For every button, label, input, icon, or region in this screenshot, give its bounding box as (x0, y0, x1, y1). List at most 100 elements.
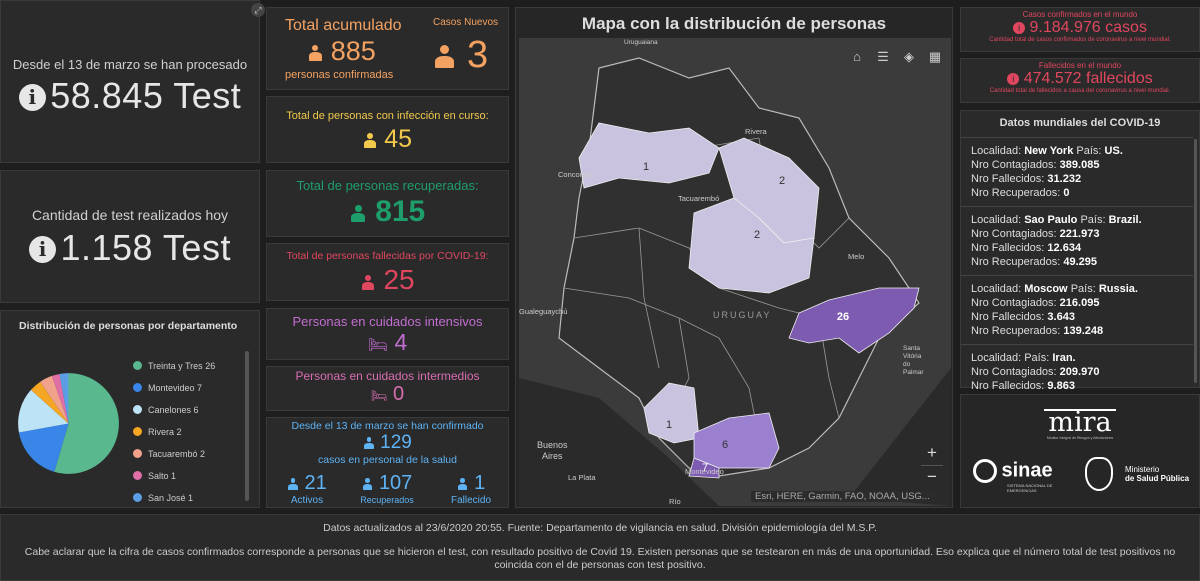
place-label: Gualeguaychú (519, 307, 567, 316)
health-staff-sub: casos en personal de la salud (318, 454, 457, 466)
footer-note: Cabe aclarar que la cifra de casos confi… (24, 546, 1176, 571)
pie-slice-treinta-y-tres[interactable] (54, 373, 119, 474)
total-value: 885 (330, 36, 376, 66)
new-title: Casos Nuevos (433, 17, 499, 28)
pie-legend-item[interactable]: Tacuarembó 2 (133, 449, 205, 459)
place-label: Vitória (903, 353, 922, 360)
footer-updated: Datos actualizados al 23/6/2020 20:55. F… (323, 522, 877, 534)
info-icon: i (1013, 22, 1026, 34)
zoom-in-button[interactable]: + (927, 443, 937, 462)
legend-dot-icon (133, 383, 142, 392)
pie-legend-item[interactable]: Salto 1 (133, 471, 176, 481)
pais-label: País: (1076, 145, 1102, 157)
recuperados-label: Nro Recuperados: (971, 187, 1061, 199)
contagiados-label: Nro Contagiados: (971, 366, 1057, 378)
localidad-label: Localidad: (971, 214, 1022, 226)
place-label: Palmar (903, 369, 924, 376)
legend-dot-icon (133, 361, 142, 370)
tests-today-value: 1.158 Test (60, 227, 231, 268)
contagiados-label: Nro Contagiados: (971, 228, 1057, 240)
world-deaths-sub: Cantidad total de fallecidos a causa del… (989, 88, 1171, 94)
pie-scrollbar[interactable] (245, 351, 249, 501)
zoom-out-button[interactable]: − (921, 465, 943, 487)
info-icon: i (1007, 73, 1020, 85)
person-icon (360, 274, 375, 291)
mira-sub: Monitor Integral de Riesgos y Afectacion… (1046, 436, 1114, 440)
list-icon[interactable]: ☰ (877, 49, 889, 64)
icu-value: 4 (394, 329, 408, 355)
expand-icon[interactable]: ⤢ (251, 3, 265, 17)
pie-slice-canelones[interactable] (18, 389, 69, 433)
qr-icon[interactable]: ▦ (928, 49, 942, 64)
world-list[interactable]: Localidad: New York País: US. Nro Contagi… (961, 137, 1193, 414)
layers-icon[interactable]: ◈ (904, 49, 914, 64)
map-card: Mapa con la distribución de personas (515, 7, 953, 508)
pie-chart[interactable] (16, 371, 121, 476)
legend-dot-icon (133, 427, 142, 436)
active-title: Total de personas con infección en curso… (286, 110, 489, 122)
world-list-item[interactable]: Localidad: Sao Paulo País: Brazil. Nro Co… (961, 207, 1193, 276)
pie-legend-item[interactable]: Canelones 6 (133, 405, 199, 415)
map-title: Mapa con la distribución de personas (581, 14, 887, 33)
bed-icon: 🛏 (370, 388, 388, 403)
pie-legend-item[interactable]: Rivera 2 (133, 427, 182, 437)
legend-label: Treinta y Tres (148, 361, 203, 371)
pais-label: País: (1080, 214, 1106, 226)
active-value: 45 (384, 125, 413, 153)
recuperados-value: 0 (1063, 187, 1070, 199)
legend-label: Rivera (148, 427, 175, 437)
pie-slice-tacuarembo[interactable] (40, 375, 69, 424)
pie-legend-item[interactable]: San José 1 (133, 493, 193, 503)
region-label: 1 (643, 161, 649, 173)
region-tacuarembo[interactable] (688, 197, 815, 294)
health-staff-recovered-label: Recuperados (360, 495, 414, 505)
recuperados-value: 139.248 (1063, 325, 1104, 337)
uruguay-map[interactable]: 1 2 2 26 1 6 7 Concordia Tacuarembó Rive… (519, 38, 951, 506)
bed-icon: 🛏 (367, 337, 389, 354)
recuperados-label: Nro Recuperados: (971, 256, 1061, 268)
legend-value: 1 (171, 471, 177, 481)
pie-slice-montevideo[interactable] (18, 423, 69, 472)
uruguay-shield-icon (1085, 457, 1113, 491)
legend-value: 1 (188, 493, 194, 503)
legend-label: Tacuarembó (148, 449, 198, 459)
region-treinta-y-tres[interactable] (788, 287, 920, 354)
fallecidos-label: Nro Fallecidos: (971, 242, 1045, 254)
legend-label: San José (148, 493, 186, 503)
pie-slice-salto[interactable] (51, 373, 69, 424)
contagiados-value: 216.095 (1059, 297, 1100, 309)
region-montevideo[interactable] (688, 457, 720, 479)
world-confirmed-card: Casos confirmados en el mundo i 9.184.97… (960, 7, 1200, 52)
health-staff-recovered-value: 107 (378, 472, 413, 494)
world-list-card: Datos mundiales del COVID-19 Localidad: … (960, 110, 1200, 414)
localidad-label: Localidad: (971, 145, 1022, 157)
pais-label: País: (1070, 283, 1096, 295)
place-label: Rivera (745, 127, 768, 136)
pais-value: Iran. (1052, 352, 1076, 364)
recuperados-value: 49.295 (1063, 256, 1097, 268)
world-list-scrollbar[interactable] (1194, 139, 1197, 383)
total-title: Total acumulado (285, 17, 402, 34)
legend-value: 2 (176, 427, 182, 437)
contagiados-value: 389.085 (1059, 159, 1100, 171)
legend-label: Salto (148, 471, 169, 481)
health-staff-card: Desde el 13 de marzo se han confirmado 1… (266, 417, 509, 508)
home-icon[interactable]: ⌂ (853, 49, 861, 64)
pie-legend-item[interactable]: Montevideo 7 (133, 383, 202, 393)
person-icon (350, 204, 367, 223)
info-icon: i (18, 84, 46, 111)
pie-slice-rivera[interactable] (30, 381, 69, 424)
map-view[interactable]: 1 2 2 26 1 6 7 Concordia Tacuarembó Rive… (519, 38, 951, 506)
legend-dot-icon (133, 493, 142, 502)
world-list-item[interactable]: Localidad: New York País: US. Nro Contagi… (961, 138, 1193, 207)
place-label: Montevideo (685, 467, 724, 476)
total-card: Total acumulado 885 personas confirmadas… (266, 7, 509, 90)
pie-legend-item[interactable]: Treinta y Tres 26 (133, 361, 215, 371)
new-value: 3 (466, 34, 489, 76)
pie-slice-san-jose[interactable] (59, 373, 69, 424)
fallecidos-value: 31.232 (1047, 173, 1082, 185)
localidad-value: New York (1024, 145, 1074, 157)
world-list-item[interactable]: Localidad: Moscow País: Russia. Nro Conta… (961, 276, 1193, 345)
region-rivera-area[interactable] (578, 122, 720, 189)
fallecidos-value: 3.643 (1047, 311, 1075, 323)
